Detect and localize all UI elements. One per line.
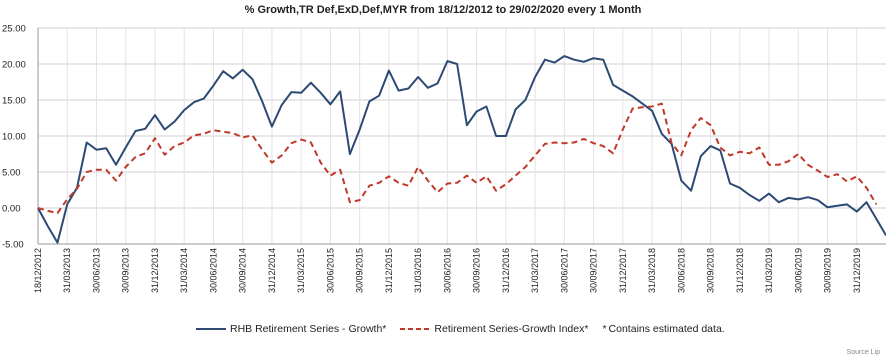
x-tick-label: 31/03/2017 <box>530 248 540 293</box>
y-tick-label: 25.00 <box>2 24 26 35</box>
x-tick-label: 30/06/2016 <box>442 248 452 293</box>
x-tick-label: 30/06/2015 <box>325 248 335 293</box>
x-tick-label: 30/09/2016 <box>472 248 482 293</box>
x-tick-label: 30/06/2019 <box>793 248 803 293</box>
series-line-index <box>37 102 878 214</box>
y-tick-label: 20.00 <box>2 60 26 71</box>
x-tick-label: 31/12/2015 <box>384 248 394 293</box>
x-tick-label: 30/06/2018 <box>676 248 686 293</box>
x-tick-label: 30/06/2014 <box>208 248 218 293</box>
y-tick-label: 5.00 <box>2 168 21 179</box>
legend-swatch-solid <box>196 328 226 330</box>
x-tick-label: 30/09/2015 <box>355 248 365 293</box>
x-tick-label: 31/12/2017 <box>618 248 628 293</box>
chart-title: % Growth,TR Def,ExD,Def,MYR from 18/12/2… <box>244 4 642 16</box>
chart-legend: RHB Retirement Series - Growth* Retireme… <box>196 323 739 335</box>
legend-label-growth: RHB Retirement Series - Growth* <box>230 323 387 335</box>
x-tick-label: 30/09/2013 <box>121 248 131 293</box>
y-tick-label: -5.00 <box>2 240 24 251</box>
x-tick-label: 31/03/2015 <box>296 248 306 293</box>
x-tick-label: 31/03/2014 <box>179 248 189 293</box>
y-tick-label: 0.00 <box>2 204 21 215</box>
x-tick-label: 31/12/2019 <box>852 248 862 293</box>
x-tick-label: 31/12/2016 <box>501 248 511 293</box>
x-tick-label: 31/12/2014 <box>267 248 277 293</box>
note-symbol: * <box>602 323 607 335</box>
legend-item-index: Retirement Series-Growth Index* <box>400 323 588 335</box>
x-tick-label: 30/09/2019 <box>823 248 833 293</box>
x-tick-label: 30/09/2018 <box>706 248 716 293</box>
y-tick-label: 10.00 <box>2 132 26 143</box>
x-tick-label: 31/03/2018 <box>647 248 657 293</box>
x-tick-label: 31/03/2016 <box>413 248 423 293</box>
legend-note: * Contains estimated data. <box>602 323 724 335</box>
legend-label-index: Retirement Series-Growth Index* <box>434 323 589 335</box>
legend-item-growth: RHB Retirement Series - Growth* <box>196 323 386 335</box>
x-tick-label: 30/09/2017 <box>589 248 599 293</box>
x-tick-label: 30/06/2013 <box>91 248 101 293</box>
legend-swatch-dashed <box>400 328 431 330</box>
y-tick-label: 15.00 <box>2 96 26 107</box>
x-tick-label: 31/03/2013 <box>62 248 72 293</box>
x-tick-label: 18/12/2012 <box>33 248 43 293</box>
x-tick-label: 30/06/2017 <box>559 248 569 293</box>
x-tick-label: 31/03/2019 <box>764 248 774 293</box>
x-tick-label: 30/09/2014 <box>238 248 248 293</box>
x-tick-label: 31/12/2018 <box>735 248 745 293</box>
source-credit: Source Lip <box>846 349 880 356</box>
x-tick-label: 31/12/2013 <box>150 248 160 293</box>
note-text: Contains estimated data. <box>608 323 725 335</box>
series-line-growth <box>37 55 886 244</box>
